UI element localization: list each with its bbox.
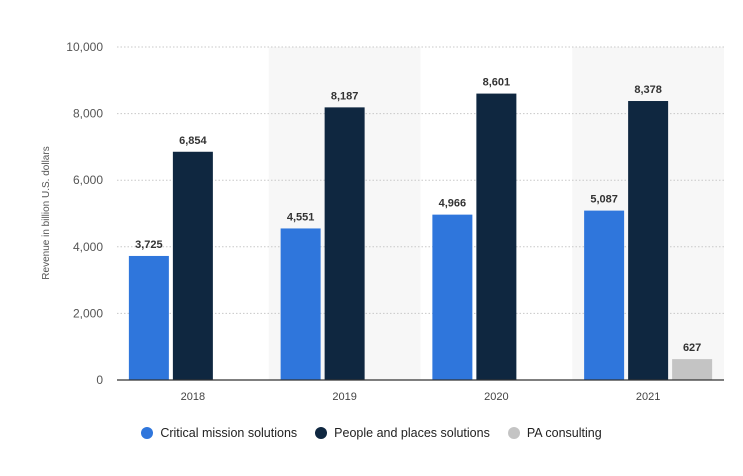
legend-label: PA consulting — [526, 426, 602, 440]
bar-people-and-places-solutions-2020[interactable] — [476, 93, 517, 380]
bar-pa-consulting-2021[interactable] — [672, 359, 713, 380]
y-tick-label: 2,000 — [73, 306, 103, 320]
legend-item[interactable]: Critical mission solutions — [141, 426, 297, 440]
data-label: 4,551 — [287, 211, 315, 223]
bar-people-and-places-solutions-2021[interactable] — [628, 101, 669, 380]
bar-people-and-places-solutions-2018[interactable] — [172, 151, 213, 380]
data-label: 4,966 — [439, 198, 467, 210]
legend-item[interactable]: People and places solutions — [315, 426, 490, 440]
x-tick-label: 2020 — [484, 391, 508, 403]
legend-swatch-icon — [141, 427, 154, 439]
y-tick-label: 6,000 — [73, 173, 103, 187]
data-label: 5,087 — [590, 194, 618, 206]
legend-label: Critical mission solutions — [160, 426, 298, 440]
data-label: 6,854 — [179, 135, 207, 147]
y-tick-label: 8,000 — [73, 107, 103, 121]
y-axis-label: Revenue in billion U.S. dollars — [41, 146, 52, 279]
legend-swatch-icon — [315, 427, 328, 439]
y-tick-label: 0 — [96, 373, 103, 387]
legend-swatch-icon — [507, 427, 520, 439]
y-axis-ticks: 0 2,000 4,000 6,000 8,000 10,000 — [66, 40, 103, 387]
data-label: 8,187 — [331, 90, 359, 102]
data-label: 627 — [683, 342, 701, 354]
y-tick-label: 10,000 — [66, 40, 103, 54]
bar-people-and-places-solutions-2019[interactable] — [324, 107, 365, 381]
data-label: 3,725 — [135, 239, 163, 251]
legend-item[interactable]: PA consulting — [507, 426, 602, 440]
data-label: 8,601 — [483, 77, 511, 89]
legend: Critical mission solutions People and pla… — [0, 426, 743, 440]
bar-critical-mission-solutions-2020[interactable] — [432, 214, 473, 380]
x-tick-label: 2021 — [636, 391, 660, 403]
data-label: 8,378 — [634, 84, 662, 96]
legend-label: People and places solutions — [334, 426, 490, 440]
data-labels: 3,725 6,854 4,551 8,187 4,966 8,601 5,087 8,378… — [135, 77, 701, 355]
x-axis-ticks: 2018 2019 2020 2021 — [181, 391, 661, 403]
bar-critical-mission-solutions-2019[interactable] — [280, 228, 321, 380]
bars — [128, 93, 713, 381]
bar-critical-mission-solutions-2018[interactable] — [128, 255, 169, 380]
x-tick-label: 2019 — [332, 391, 356, 403]
bar-critical-mission-solutions-2021[interactable] — [584, 210, 625, 380]
x-tick-label: 2018 — [181, 391, 205, 403]
y-tick-label: 4,000 — [73, 240, 103, 254]
